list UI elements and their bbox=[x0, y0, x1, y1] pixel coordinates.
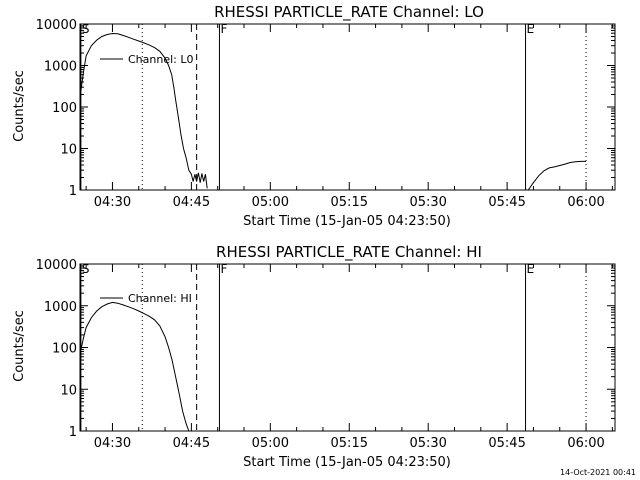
x-axis-label: Start Time (15-Jan-05 04:23:50) bbox=[243, 214, 451, 229]
marker-label: F bbox=[220, 262, 227, 276]
series-line bbox=[79, 301, 190, 432]
marker-label: S bbox=[82, 22, 90, 36]
plot-lo-channel: RHESSI PARTICLE_RATE Channel: LO Start T… bbox=[12, 3, 616, 229]
chart-title: RHESSI PARTICLE_RATE Channel: LO bbox=[214, 3, 484, 22]
x-tick-label: 05:30 bbox=[409, 436, 446, 451]
x-tick-label: 05:45 bbox=[488, 195, 525, 210]
plot-frame bbox=[79, 23, 616, 191]
y-tick-label: 1 bbox=[69, 184, 77, 199]
y-axis-label: Counts/sec bbox=[12, 70, 27, 142]
x-axis-label: Start Time (15-Jan-05 04:23:50) bbox=[243, 455, 451, 470]
marker-label: E bbox=[527, 22, 535, 36]
x-tick-label: 05:15 bbox=[331, 195, 368, 210]
marker-label: F bbox=[220, 22, 227, 36]
x-tick-label: 06:00 bbox=[567, 195, 604, 210]
y-tick-label: 100 bbox=[52, 101, 77, 116]
series-line bbox=[79, 32, 208, 189]
x-tick-label: 06:00 bbox=[567, 436, 604, 451]
x-tick-label: 05:45 bbox=[488, 436, 525, 451]
y-tick-label: 100 bbox=[52, 342, 77, 357]
plot-hi-channel: RHESSI PARTICLE_RATE Channel: HI Start T… bbox=[12, 243, 616, 470]
y-axis-label: Counts/sec bbox=[12, 310, 27, 382]
x-tick-label: 04:30 bbox=[94, 436, 131, 451]
x-tick-label: 04:45 bbox=[173, 436, 210, 451]
marker-label: S bbox=[82, 262, 90, 276]
legend-label: Channel: L0 bbox=[128, 53, 194, 66]
y-tick-label: 10000 bbox=[36, 258, 77, 273]
chart-title: RHESSI PARTICLE_RATE Channel: HI bbox=[216, 243, 482, 262]
x-tick-label: 05:00 bbox=[252, 195, 289, 210]
print-timestamp: 14-Oct-2021 00:41 bbox=[560, 468, 636, 477]
x-tick-label: 05:15 bbox=[331, 436, 368, 451]
x-tick-label: 04:45 bbox=[173, 195, 210, 210]
series-line bbox=[527, 160, 587, 191]
y-tick-label: 10 bbox=[60, 143, 77, 158]
marker-label: E bbox=[527, 262, 535, 276]
y-tick-label: 1000 bbox=[44, 60, 77, 75]
legend-label: Channel: HI bbox=[128, 292, 192, 305]
y-tick-label: 10 bbox=[60, 383, 77, 398]
y-tick-label: 1000 bbox=[44, 300, 77, 315]
x-tick-label: 04:30 bbox=[94, 195, 131, 210]
y-tick-label: 10000 bbox=[36, 18, 77, 33]
x-tick-label: 05:30 bbox=[409, 195, 446, 210]
plot-frame bbox=[79, 263, 616, 432]
y-tick-label: 1 bbox=[69, 425, 77, 440]
x-tick-label: 05:00 bbox=[252, 436, 289, 451]
